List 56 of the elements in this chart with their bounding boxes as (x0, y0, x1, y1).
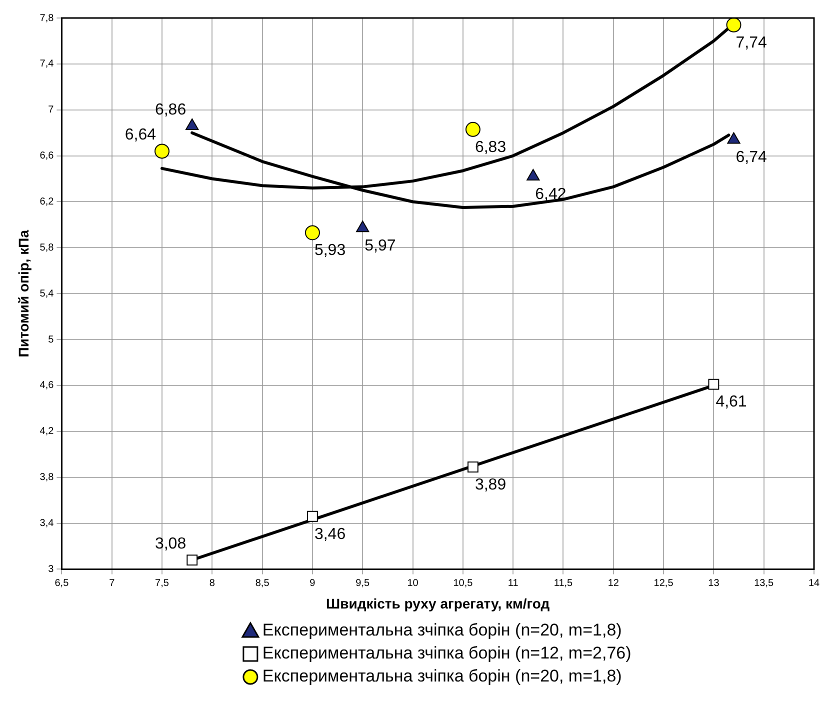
y-tick-label: 6,6 (40, 150, 54, 162)
y-tick-label: 5 (48, 334, 54, 346)
y-tick-label: 5,8 (40, 242, 54, 254)
point (726, 18, 742, 32)
y-tick-label: 5,4 (40, 288, 54, 300)
y-tick-label: 3,4 (40, 518, 54, 530)
x-tick-label: 12,5 (654, 578, 674, 589)
y-axis-title: Питомий опір, кПа (15, 230, 32, 358)
x-tick-label: 8,5 (255, 578, 270, 589)
point (304, 225, 320, 240)
legend-label: Експериментальна зчіпка борін (n=20, m=1,8) (262, 666, 622, 686)
legend-label: Експериментальна зчіпка борін (n=12, m=2,76) (262, 644, 632, 663)
x-tick-label: 13,5 (754, 578, 774, 589)
x-tick-label: 9 (310, 578, 316, 589)
x-tick-label: 10,5 (453, 578, 474, 589)
data-label: 4,61 (716, 394, 747, 411)
data-label: 5,97 (364, 238, 396, 255)
x-tick-label: 7,5 (155, 578, 170, 589)
point (465, 122, 480, 137)
x-tick-label: 14 (808, 578, 820, 589)
x-tick-label: 6,5 (54, 578, 70, 589)
point (186, 554, 198, 566)
x-tick-label: 11,5 (554, 578, 574, 589)
data-label: 3,46 (314, 526, 346, 543)
x-tick-label: 11 (508, 578, 519, 589)
y-tick-label: 6,2 (40, 196, 54, 208)
point (356, 220, 370, 232)
x-tick-label: 13 (708, 578, 720, 589)
point (708, 378, 720, 390)
data-label: 6,64 (124, 126, 156, 144)
x-tick-label: 7 (109, 578, 116, 589)
x-tick-label: 8 (209, 578, 216, 589)
y-tick-label: 3 (48, 564, 54, 575)
data-label: 3,89 (474, 476, 506, 494)
point (154, 144, 170, 159)
data-label: 3,08 (154, 535, 186, 552)
data-label: 6,74 (736, 149, 767, 166)
y-tick-label: 7,4 (40, 58, 54, 70)
x-tick-label: 9,5 (356, 578, 370, 589)
x-tick-label: 12 (608, 578, 620, 589)
data-label: 6,83 (474, 138, 506, 156)
y-tick-label: 7,8 (40, 12, 54, 24)
point (727, 132, 740, 144)
data-label: 5,93 (314, 242, 346, 260)
x-tick-label: 10 (407, 578, 419, 589)
y-tick-label: 4,6 (40, 380, 54, 392)
data-label: 6,86 (154, 101, 186, 118)
point (468, 462, 478, 472)
x-axis-title: Швидкість руху агрегату, км/год (326, 595, 550, 612)
y-tick-label: 3,8 (40, 472, 54, 484)
data-label: 6,42 (535, 186, 566, 203)
point (307, 510, 318, 522)
legend-label: Експериментальна зчіпка борін (n=20, m=1,8) (262, 620, 622, 640)
y-tick-label: 7 (48, 104, 54, 116)
data-label: 7,74 (736, 34, 767, 52)
y-tick-label: 4,2 (40, 426, 54, 438)
